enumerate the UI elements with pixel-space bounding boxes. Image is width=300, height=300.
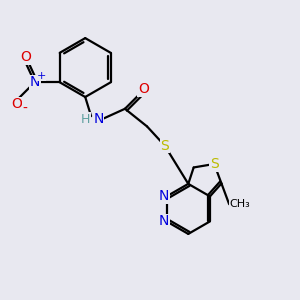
Text: CH₃: CH₃ <box>229 199 250 209</box>
Text: N: N <box>159 214 169 228</box>
Text: O: O <box>138 82 149 96</box>
Text: O: O <box>20 50 31 64</box>
Text: N: N <box>159 189 169 203</box>
Text: O: O <box>12 98 22 111</box>
Text: N: N <box>93 112 104 126</box>
Text: +: + <box>37 71 46 81</box>
Text: N: N <box>29 75 40 89</box>
Text: -: - <box>22 102 27 116</box>
Text: H: H <box>81 112 91 126</box>
Text: S: S <box>160 139 169 153</box>
Text: S: S <box>210 157 219 171</box>
